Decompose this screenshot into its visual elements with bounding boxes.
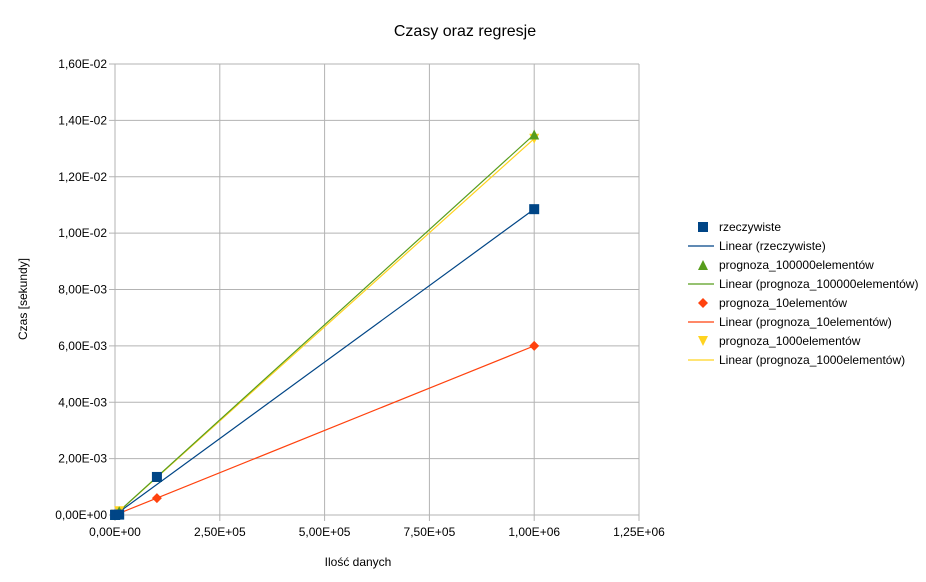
data-points — [110, 129, 540, 520]
legend-marker — [698, 260, 708, 270]
legend-marker — [698, 298, 708, 308]
legend-label: prognoza_1000elementów — [719, 334, 861, 348]
legend-marker — [698, 222, 708, 232]
y-tick-label: 1,60E-02 — [58, 57, 107, 71]
y-tick-label: 4,00E-03 — [58, 395, 107, 409]
legend-label: rzeczywiste — [719, 220, 781, 234]
data-point — [114, 509, 125, 520]
legend-label: Linear (rzeczywiste) — [719, 239, 826, 253]
trendline — [114, 345, 535, 516]
y-tick-label: 1,00E-02 — [58, 226, 107, 240]
y-ticks: 0,00E+00 2,00E-03 4,00E-03 6,00E-03 8,00E-03… — [55, 57, 115, 522]
legend: rzeczywiste Linear (rzeczywiste) prognoza_… — [688, 220, 918, 367]
data-point — [529, 204, 540, 215]
legend-marker — [698, 336, 708, 346]
y-tick-label: 6,00E-03 — [58, 339, 107, 353]
legend-label: Linear (prognoza_100000elementów) — [719, 277, 918, 291]
trendlines — [114, 134, 535, 516]
x-tick-label: 2,50E+05 — [194, 525, 246, 539]
grid — [114, 63, 640, 516]
trendline — [114, 208, 535, 516]
x-axis-title: Ilość danych — [325, 555, 392, 569]
y-tick-label: 8,00E-03 — [58, 283, 107, 297]
y-axis-title: Czas [sekundy] — [16, 258, 30, 340]
y-tick-label: 1,20E-02 — [58, 170, 107, 184]
x-tick-label: 7,50E+05 — [404, 525, 456, 539]
data-point — [151, 471, 162, 482]
trendline — [114, 134, 535, 516]
data-point — [151, 493, 162, 504]
x-tick-label: 5,00E+05 — [299, 525, 351, 539]
y-tick-label: 2,00E-03 — [58, 452, 107, 466]
data-point — [529, 340, 540, 351]
chart-title: Czasy oraz regresje — [394, 23, 536, 40]
legend-label: Linear (prognoza_1000elementów) — [719, 353, 905, 367]
x-tick-label: 1,00E+06 — [508, 525, 560, 539]
legend-label: Linear (prognoza_10elementów) — [719, 315, 892, 329]
x-tick-label: 0,00E+00 — [89, 525, 141, 539]
x-tick-label: 1,25E+06 — [613, 525, 665, 539]
x-ticks: 0,00E+00 2,50E+05 5,00E+05 7,50E+05 1,00E+06… — [89, 515, 665, 539]
y-tick-label: 1,40E-02 — [58, 113, 107, 127]
legend-label: prognoza_100000elementów — [719, 258, 874, 272]
data-point — [529, 129, 540, 140]
legend-label: prognoza_10elementów — [719, 296, 847, 310]
y-tick-label: 0,00E+00 — [55, 508, 107, 522]
